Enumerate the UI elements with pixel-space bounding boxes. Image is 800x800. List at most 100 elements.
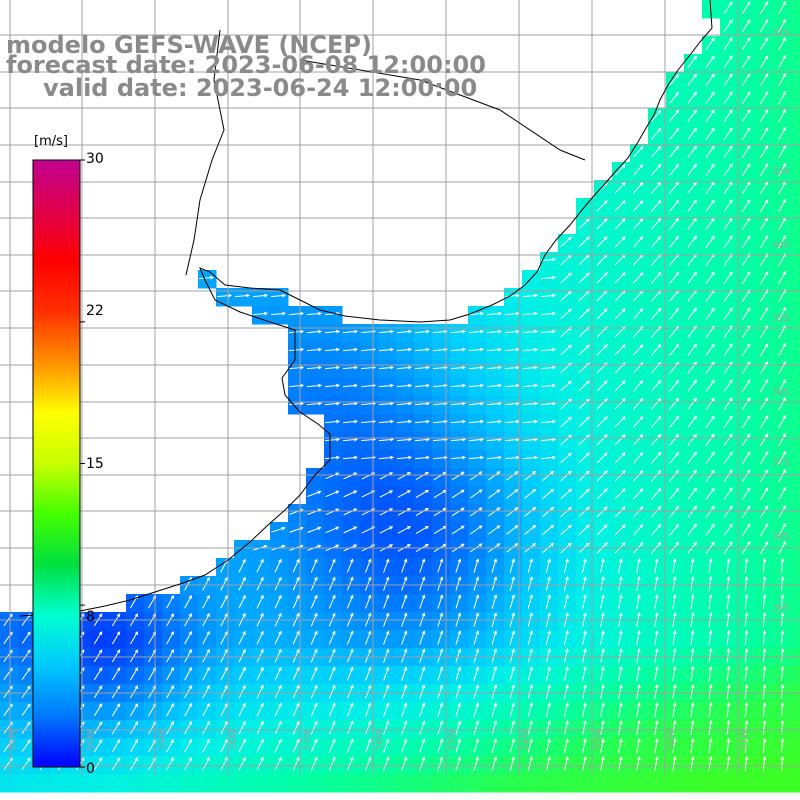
arrow-head xyxy=(657,451,662,456)
wind-cell xyxy=(396,756,415,775)
wind-arrow xyxy=(509,631,515,645)
wind-cell xyxy=(756,738,775,757)
wind-arrow xyxy=(491,595,497,609)
wind-cell xyxy=(378,450,397,469)
arrow-head xyxy=(565,738,569,743)
wind-cell xyxy=(648,198,667,217)
wind-arrow xyxy=(202,577,210,591)
arrow-head xyxy=(601,648,605,653)
wind-cell xyxy=(594,612,613,631)
arrow-head xyxy=(529,738,533,743)
wind-arrow xyxy=(346,595,354,609)
wind-cell xyxy=(738,180,757,199)
arrow-head xyxy=(711,37,715,42)
arrow-head xyxy=(621,200,626,204)
wind-cell xyxy=(252,702,271,721)
arrow-head xyxy=(693,361,697,366)
wind-arrow xyxy=(759,73,769,87)
wind-cell xyxy=(324,342,343,361)
wind-cell xyxy=(612,378,631,397)
wind-arrow xyxy=(687,344,697,356)
arrow-head xyxy=(690,558,695,563)
wind-cell xyxy=(684,558,703,577)
wind-arrow xyxy=(563,703,569,717)
arrow-head xyxy=(568,452,572,457)
arrow-head xyxy=(498,347,503,352)
wind-arrow xyxy=(636,595,640,609)
wind-cell xyxy=(234,774,253,793)
arrow-head xyxy=(675,235,680,240)
wind-cell xyxy=(342,738,361,757)
arrow-head xyxy=(242,630,246,635)
arrow-head xyxy=(639,380,644,384)
wind-cell xyxy=(468,396,487,415)
arrow-head xyxy=(332,648,336,653)
wind-cell xyxy=(612,216,631,235)
wind-cell xyxy=(450,522,469,541)
arrow-head xyxy=(529,576,533,581)
arrow-head xyxy=(744,720,749,725)
wind-arrow xyxy=(596,488,608,500)
wind-arrow xyxy=(726,720,730,736)
arrow-head xyxy=(480,329,485,334)
wind-arrow xyxy=(111,757,121,771)
arrow-head xyxy=(639,344,644,348)
lat-label: 32S xyxy=(772,28,790,38)
wind-cell xyxy=(702,0,721,19)
wind-cell xyxy=(756,540,775,559)
wind-arrow xyxy=(401,703,407,717)
wind-arrow xyxy=(578,218,590,230)
wind-arrow xyxy=(672,649,676,663)
wind-arrow xyxy=(307,509,321,515)
wind-arrow xyxy=(111,721,121,735)
wind-cell xyxy=(648,288,667,307)
wind-arrow xyxy=(687,308,697,320)
arrow-head xyxy=(586,488,590,493)
wind-cell xyxy=(306,522,325,541)
wind-arrow xyxy=(708,756,712,772)
wind-arrow xyxy=(560,416,572,428)
wind-cell xyxy=(414,360,433,379)
wind-cell xyxy=(396,702,415,721)
wind-arrow xyxy=(540,384,556,388)
wind-arrow xyxy=(780,738,784,754)
wind-cell xyxy=(522,378,541,397)
arrow-head xyxy=(493,702,498,707)
wind-cell xyxy=(288,540,307,559)
wind-arrow xyxy=(491,721,497,735)
wind-arrow xyxy=(328,721,336,735)
wind-arrow xyxy=(288,366,304,370)
arrow-head xyxy=(586,344,590,349)
arrow-head xyxy=(296,594,300,599)
arrow-head xyxy=(403,558,408,563)
wind-cell xyxy=(486,432,505,451)
wind-cell xyxy=(306,540,325,559)
arrow-head xyxy=(746,469,751,474)
wind-cell xyxy=(468,414,487,433)
arrow-head xyxy=(601,684,605,689)
wind-arrow xyxy=(383,595,389,609)
wind-arrow xyxy=(310,703,318,717)
arrow-head xyxy=(550,542,555,547)
wind-cell xyxy=(756,558,775,577)
arrow-head xyxy=(764,235,769,240)
wind-arrow xyxy=(581,559,587,573)
wind-arrow xyxy=(473,667,479,681)
wind-cell xyxy=(702,486,721,505)
wind-arrow xyxy=(364,757,372,771)
wind-cell xyxy=(378,666,397,685)
wind-cell xyxy=(612,486,631,505)
wind-cell xyxy=(738,54,757,73)
wind-arrow xyxy=(310,559,318,573)
wind-cell xyxy=(324,720,343,739)
arrow-head xyxy=(314,576,318,581)
wind-cell xyxy=(720,432,739,451)
wind-arrow xyxy=(455,649,461,663)
wind-arrow xyxy=(687,272,697,284)
wind-arrow xyxy=(93,685,103,699)
arrow-head xyxy=(228,293,233,298)
arrow-head xyxy=(134,649,139,653)
wind-cell xyxy=(756,486,775,505)
wind-arrow xyxy=(651,254,661,266)
wind-cell xyxy=(738,360,757,379)
